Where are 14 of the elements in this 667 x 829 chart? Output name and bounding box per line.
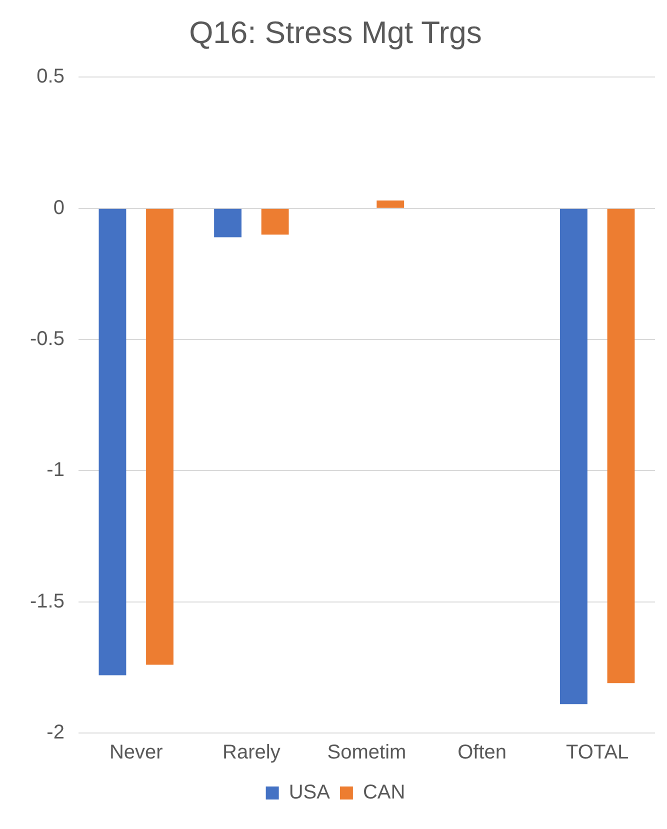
y-tick-label: -2: [46, 722, 64, 744]
x-tick-label: Never: [109, 742, 164, 764]
x-tick-label: Often: [458, 742, 506, 764]
legend-label: CAN: [362, 782, 406, 804]
y-tick-label: -1: [46, 459, 64, 482]
chart-title: Q16: Stress Mgt Trgs: [189, 15, 482, 50]
x-tick-label: Rarely: [222, 742, 280, 764]
y-tick-label: -1.5: [30, 590, 64, 612]
x-tick-label: Sometim: [327, 742, 406, 764]
x-tick-label: TOTAL: [566, 742, 629, 764]
legend-label: USA: [288, 782, 331, 804]
y-tick-label: 0.5: [36, 66, 64, 88]
y-tick-label: -0.5: [30, 328, 64, 350]
y-tick-label: 0: [53, 196, 64, 219]
